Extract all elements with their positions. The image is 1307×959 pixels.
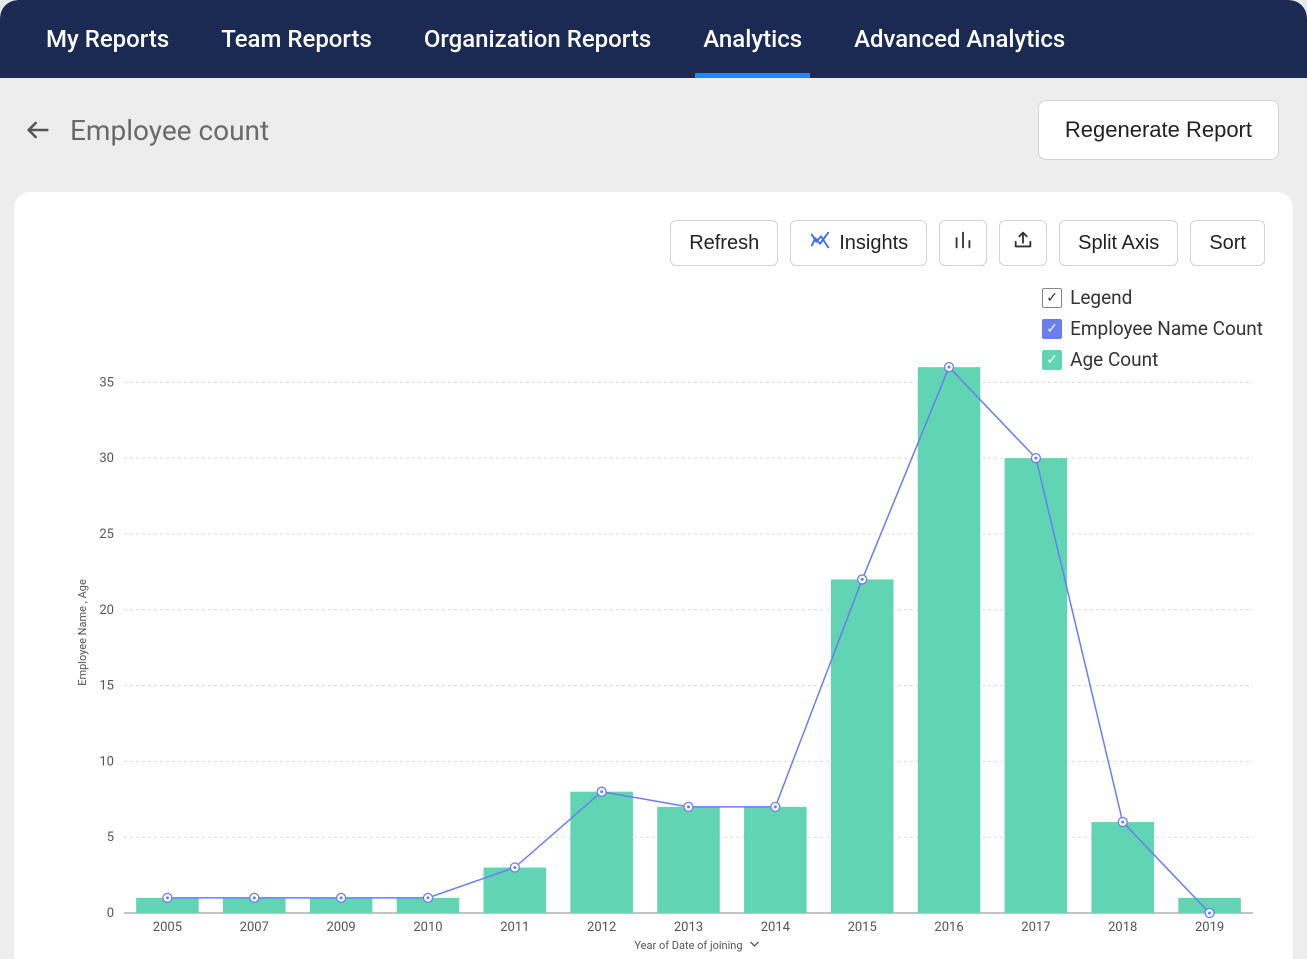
nav-my-reports[interactable]: My Reports (20, 0, 195, 78)
svg-text:2014: 2014 (761, 920, 791, 935)
legend-title-row[interactable]: ✓ Legend (1042, 286, 1263, 309)
nav-analytics[interactable]: Analytics (677, 0, 828, 78)
svg-text:2005: 2005 (153, 920, 182, 935)
export-icon-button[interactable] (999, 220, 1047, 266)
legend-checkbox-icon: ✓ (1042, 288, 1062, 308)
svg-text:30: 30 (99, 451, 114, 466)
legend-series-employee-name-count[interactable]: ✓ Employee Name Count (1042, 317, 1263, 340)
sort-button[interactable]: Sort (1190, 220, 1265, 266)
svg-text:20: 20 (99, 603, 114, 618)
chart-area: 0 5 10 15 20 25 30 35 2005 2007 2009 2010 2011 2012 20… (74, 342, 1263, 959)
svg-text:2019: 2019 (1195, 920, 1224, 935)
svg-text:2015: 2015 (848, 920, 877, 935)
export-icon (1012, 229, 1034, 257)
top-nav: My Reports Team Reports Organization Rep… (0, 0, 1307, 78)
svg-text:25: 25 (99, 527, 114, 542)
legend-series1-label: Employee Name Count (1070, 317, 1263, 340)
regenerate-report-button[interactable]: Regenerate Report (1038, 100, 1279, 160)
svg-text:Employee Name , Age: Employee Name , Age (76, 579, 89, 686)
svg-text:5: 5 (107, 830, 114, 845)
svg-text:15: 15 (99, 679, 114, 694)
insights-icon (809, 229, 831, 257)
insights-label: Insights (839, 232, 908, 255)
svg-text:35: 35 (99, 375, 114, 390)
sub-header-left: Employee count (22, 114, 269, 147)
bar-chart-icon (952, 229, 974, 257)
svg-text:Year of Date of joining: Year of Date of joining (634, 939, 742, 952)
nav-organization-reports[interactable]: Organization Reports (398, 0, 677, 78)
sub-header: Employee count Regenerate Report (0, 78, 1307, 182)
chart-toolbar: Refresh Insights Split Axis Sort (42, 220, 1265, 266)
app-root: My Reports Team Reports Organization Rep… (0, 0, 1307, 959)
legend-title: Legend (1070, 286, 1132, 309)
svg-text:2011: 2011 (500, 920, 529, 935)
svg-text:2012: 2012 (587, 920, 616, 935)
nav-advanced-analytics[interactable]: Advanced Analytics (828, 0, 1091, 78)
legend-swatch-series1: ✓ (1042, 319, 1062, 339)
svg-text:2017: 2017 (1021, 920, 1050, 935)
svg-text:0: 0 (107, 906, 114, 921)
svg-text:2013: 2013 (674, 920, 703, 935)
nav-team-reports[interactable]: Team Reports (195, 0, 398, 78)
insights-button[interactable]: Insights (790, 220, 927, 266)
svg-text:2018: 2018 (1108, 920, 1137, 935)
svg-text:2009: 2009 (326, 920, 355, 935)
split-axis-button[interactable]: Split Axis (1059, 220, 1178, 266)
svg-text:2007: 2007 (240, 920, 269, 935)
svg-text:2010: 2010 (413, 920, 442, 935)
chart-svg: 0 5 10 15 20 25 30 35 2005 2007 2009 2010 2011 2012 20… (74, 342, 1263, 959)
svg-text:2016: 2016 (934, 920, 963, 935)
bar-chart-icon-button[interactable] (939, 220, 987, 266)
refresh-button[interactable]: Refresh (670, 220, 778, 266)
chart-card: Refresh Insights Split Axis Sort (14, 192, 1293, 959)
svg-text:10: 10 (99, 754, 114, 769)
back-arrow-icon[interactable] (22, 114, 54, 146)
page-title: Employee count (70, 114, 269, 147)
